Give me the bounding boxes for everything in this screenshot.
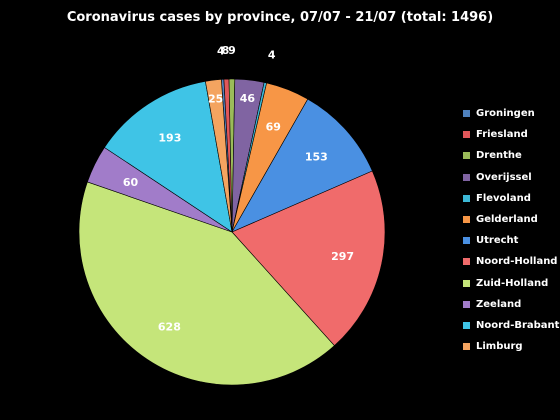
pie-slice-noord-brabant xyxy=(104,80,233,233)
legend-swatch xyxy=(463,258,470,266)
slice-label-noord-brabant: 193 xyxy=(158,131,181,144)
legend-item-overijssel: Overijssel xyxy=(463,167,560,188)
legend-item-groningen: Groningen xyxy=(463,103,560,124)
slice-label-flevoland: 4 xyxy=(268,48,276,61)
slice-label-limburg: 25 xyxy=(208,92,223,105)
legend-swatch xyxy=(463,110,470,118)
legend-item-noord-brabant: Noord-Brabant xyxy=(463,315,560,336)
legend-swatch xyxy=(463,237,470,245)
slice-label-utrecht: 153 xyxy=(305,150,328,163)
slice-label-noord-holland: 297 xyxy=(331,250,354,263)
slice-label-friesland: 8 xyxy=(222,44,230,57)
legend-swatch xyxy=(463,131,470,139)
legend-label: Noord-Holland xyxy=(476,256,558,268)
legend-label: Overijssel xyxy=(476,171,532,183)
pie-slice-limburg xyxy=(205,79,233,233)
legend: Groningen Friesland Drenthe Overijssel Flevo… xyxy=(463,103,560,357)
legend-swatch xyxy=(463,279,470,287)
pie-slices xyxy=(78,78,386,386)
slice-label-overijssel: 46 xyxy=(240,92,256,105)
pie-slice-utrecht xyxy=(231,98,373,233)
legend-swatch xyxy=(463,173,470,181)
slice-label-drenthe: 9 xyxy=(228,44,236,57)
legend-label: Noord-Brabant xyxy=(476,319,560,331)
slice-label-groningen: 4 xyxy=(217,44,225,57)
legend-label: Friesland xyxy=(476,129,528,141)
slice-label-zeeland: 60 xyxy=(123,176,139,189)
legend-label: Utrecht xyxy=(476,235,519,247)
legend-label: Zuid-Holland xyxy=(476,277,549,289)
legend-swatch xyxy=(463,321,470,329)
legend-label: Groningen xyxy=(476,108,535,120)
legend-item-flevoland: Flevoland xyxy=(463,188,560,209)
legend-label: Drenthe xyxy=(476,150,522,162)
legend-label: Zeeland xyxy=(476,298,522,310)
legend-item-friesland: Friesland xyxy=(463,124,560,145)
slice-label-gelderland: 69 xyxy=(266,121,281,134)
pie-slice-noord-holland xyxy=(231,170,386,347)
legend-item-utrecht: Utrecht xyxy=(463,230,560,251)
legend-item-drenthe: Drenthe xyxy=(463,145,560,166)
legend-swatch xyxy=(463,343,470,351)
legend-swatch xyxy=(463,194,470,202)
legend-item-gelderland: Gelderland xyxy=(463,209,560,230)
pie-slice-zuid-holland xyxy=(78,181,335,386)
legend-item-noord-holland: Noord-Holland xyxy=(463,251,560,272)
legend-item-zeeland: Zeeland xyxy=(463,294,560,315)
legend-swatch xyxy=(463,152,470,160)
legend-swatch xyxy=(463,216,470,224)
chart-title: Coronavirus cases by province, 07/07 - 2… xyxy=(66,10,494,25)
legend-label: Gelderland xyxy=(476,214,538,226)
legend-label: Flevoland xyxy=(476,192,531,204)
legend-item-zuid-holland: Zuid-Holland xyxy=(463,273,560,294)
legend-label: Limburg xyxy=(476,341,523,353)
legend-item-limburg: Limburg xyxy=(463,336,560,357)
slice-label-zuid-holland: 628 xyxy=(158,320,181,333)
legend-swatch xyxy=(463,300,470,308)
